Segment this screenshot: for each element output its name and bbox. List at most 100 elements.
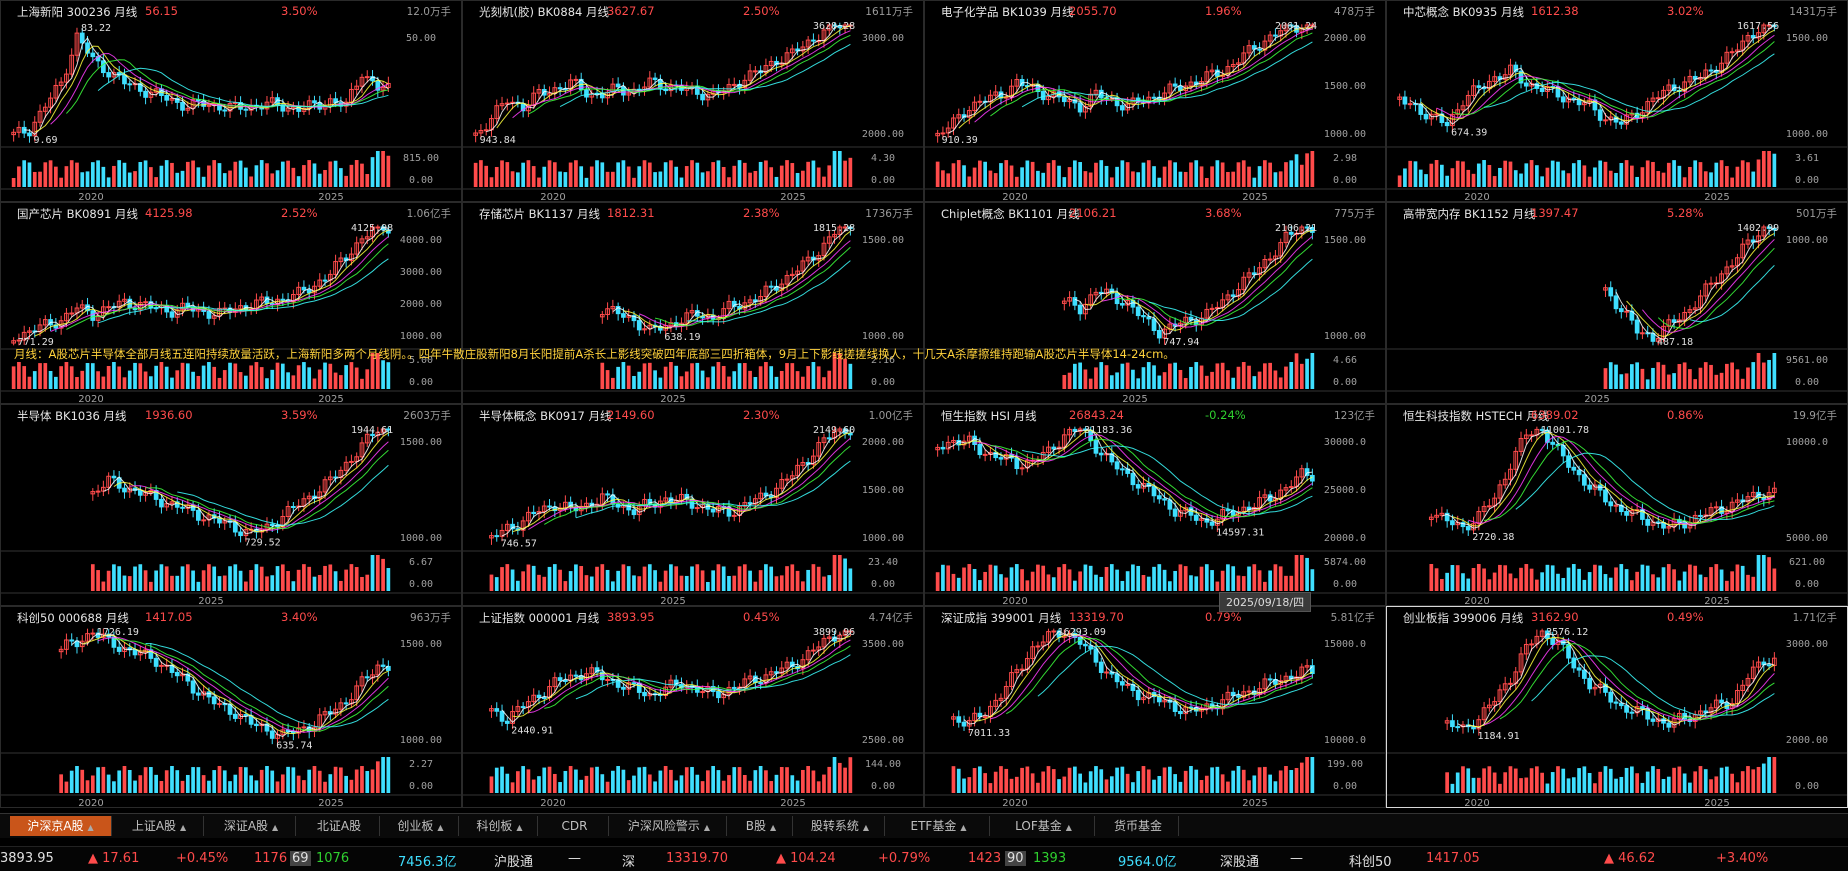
candle-body [1460,105,1466,111]
chart-panel-bk1152[interactable]: 高带宽内存 BK1152 月线 1397.47 5.28% 501万手 1402.99 4… [1386,202,1848,404]
volume-bar [112,165,116,187]
candle-body [1299,468,1305,478]
tab-9[interactable]: 股转系统 ▲ [796,816,885,836]
volume-bar [706,770,710,793]
sgt-label[interactable]: 深股通 [1220,855,1260,870]
volume-bar [275,566,280,591]
tab-11[interactable]: LOF基金 ▲ [993,816,1095,836]
candle-body [1761,24,1767,34]
chart-panel-000688[interactable]: 科创50 000688 月线 1417.05 3.40% 963万手 1726.19 63… [0,606,462,808]
chart-panel-bk1137[interactable]: 存储芯片 BK1137 月线 1812.31 2.38% 1736万手 1815.28 6… [462,202,924,404]
volume-bar [764,564,768,591]
candle-body [1487,505,1492,508]
volume-bar [1577,768,1581,793]
volume-bar [574,564,578,591]
volume-bar [1284,766,1288,793]
volume-bar [1141,367,1146,389]
volume-bar [32,171,37,187]
volume-bar [233,161,238,187]
caret-up-icon: ▲ [770,823,777,832]
kline-chart[interactable]: 31183.3614597.3130000.025000.020000.0587… [925,405,1385,605]
chart-panel-hstech[interactable]: 恒生科技指数 HSTECH 月线 6389.02 0.86% 19.9亿手 11001.… [1386,404,1848,606]
candle-body [1629,711,1635,714]
panel-price: 1936.60 [145,408,193,422]
chart-panel-bk1101[interactable]: Chiplet概念 BK1101 月线 2106.21 3.68% 775万手 2106… [924,202,1386,404]
tab-6[interactable]: CDR [541,816,609,836]
volume-bar [848,363,853,389]
volume-bar [360,378,364,389]
chart-panel-000001[interactable]: 上证指数 000001 月线 3893.95 0.45% 4.74亿手 3899.96 2… [462,606,924,808]
tab-1[interactable]: 上证A股 ▲ [115,816,204,836]
chart-panel-399006[interactable]: 创业板指 399006 月线 3162.90 0.49% 1.71亿手 3576.12 1… [1386,606,1848,808]
volume-bar [201,775,206,793]
tab-3[interactable]: 北证A股 [299,816,380,836]
volume-bar [1403,168,1407,187]
tab-10[interactable]: ETF基金 ▲ [888,816,990,836]
candle-body [169,311,175,318]
volume-bar [711,366,715,389]
chart-panel-399001[interactable]: 深证成指 399001 月线 13319.70 0.79% 5.81亿手 16293.0… [924,606,1386,808]
chart-panel-bk0935[interactable]: 中芯概念 BK0935 月线 1612.38 3.02% 1431万手 1617.56 6… [1386,0,1848,202]
kline-chart[interactable]: 2061.24910.392000.001500.001000.002.980.… [925,1,1385,201]
tab-5[interactable]: 科创板 ▲ [462,816,538,836]
volume-bar [1746,367,1750,389]
tab-7[interactable]: 沪深风险警示 ▲ [612,816,727,836]
chart-panel-bk0917[interactable]: 半导体概念 BK0917 月线 2149.60 2.30% 1.00亿手 2149.60… [462,404,924,606]
candle-body [993,91,999,96]
chart-panel-bk0884[interactable]: 光刻机(胶) BK0884 月线 3627.67 2.50% 1611万手 3628.2… [462,0,924,202]
tab-12[interactable]: 货币基金 [1098,816,1179,836]
moving-average-line [82,634,389,735]
panel-title: 恒生科技指数 HSTECH 月线 [1403,409,1550,423]
chart-panel-bk1039[interactable]: 电子化学品 BK1039 月线 2055.70 1.96% 478万手 2061.24 9… [924,0,1386,202]
candle-body [354,85,360,90]
volume-bar [233,774,238,793]
candle-body [605,678,610,681]
volume-axis-label: 5.00 [409,355,433,366]
candle-body [668,679,674,688]
chart-panel-300236[interactable]: 上海新阳 300236 月线 56.15 3.50% 12.0万手 83.22 9.69 5… [0,0,462,202]
volume-bar [1157,375,1162,389]
panel-change-pct: 3.59% [281,408,318,422]
volume-bar [1025,160,1030,187]
volume-bar [1226,370,1230,389]
volume-bar [291,375,296,389]
hgt-label[interactable]: 沪股通 [494,855,534,870]
kline-chart[interactable]: 3899.962440.913500.002500.00144.000.0020… [463,607,923,807]
year-label: 2025 [1122,394,1147,403]
y-axis-label: 2000.00 [862,129,904,140]
kline-chart[interactable]: 4125.98771.294000.003000.002000.001000.0… [1,203,461,403]
kline-chart[interactable]: 11001.782720.3810000.05000.00621.000.002… [1387,405,1847,605]
volume-bar [1073,160,1077,187]
kline-chart[interactable]: 16293.097011.3315000.010000.0199.000.002… [925,607,1385,807]
volume-bar [339,375,343,389]
volume-bar [1471,567,1476,591]
panel-change-pct: 3.40% [281,610,318,624]
kline-chart[interactable]: 2149.60746.572000.001500.001000.0023.400… [463,405,923,605]
chart-panel-bk1036[interactable]: 半导体 BK1036 月线 1936.60 3.59% 2603万手 1944.61 72… [0,404,462,606]
tab-8[interactable]: B股 ▲ [730,816,793,836]
low-price-label: 747.94 [1163,337,1199,348]
volume-bar [1593,564,1597,591]
tab-4[interactable]: 创业板 ▲ [383,816,459,836]
tab-2[interactable]: 深证A股 ▲ [207,816,296,836]
volume-bar [795,172,800,187]
volume-bar [1772,568,1777,591]
chart-panel-bk0891[interactable]: 国产芯片 BK0891 月线 4125.98 2.52% 1.06亿手 4125.98 7… [0,202,462,404]
candle-body [375,664,381,676]
tab-0[interactable]: 沪深京A股 ▲ [10,816,112,836]
volume-bar [212,366,217,389]
volume-bar [328,564,333,591]
panel-change-pct: 5.28% [1667,206,1704,220]
chart-panel-hsi[interactable]: 恒生指数 HSI 月线 26843.24 -0.24% 123亿手 31183.36 14… [924,404,1386,606]
volume-bar [1020,167,1024,187]
candle-body [800,659,806,670]
